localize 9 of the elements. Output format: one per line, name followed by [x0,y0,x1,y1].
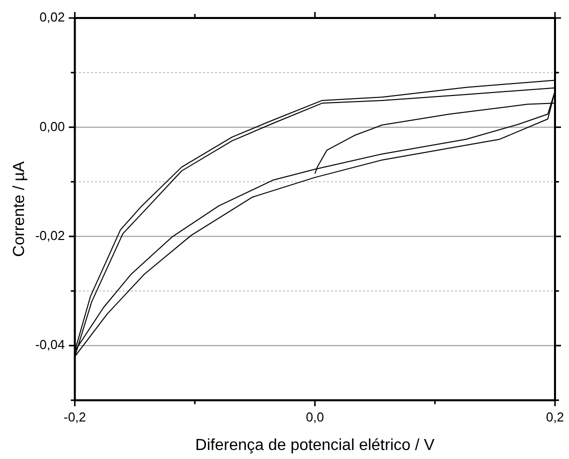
y-tick-label: -0,02 [35,228,65,243]
x-tick-label: 0,0 [306,410,324,425]
y-tick-label: 0,02 [40,10,65,25]
y-axis-title: Corrente / µA [11,161,28,257]
x-tick-label: -0,2 [64,410,86,425]
x-tick-label: 0,2 [546,410,564,425]
y-tick-label: -0,04 [35,337,65,352]
y-tick-label: 0,00 [40,118,65,134]
x-axis-title: Diferença de potencial elétrico / V [195,436,435,454]
